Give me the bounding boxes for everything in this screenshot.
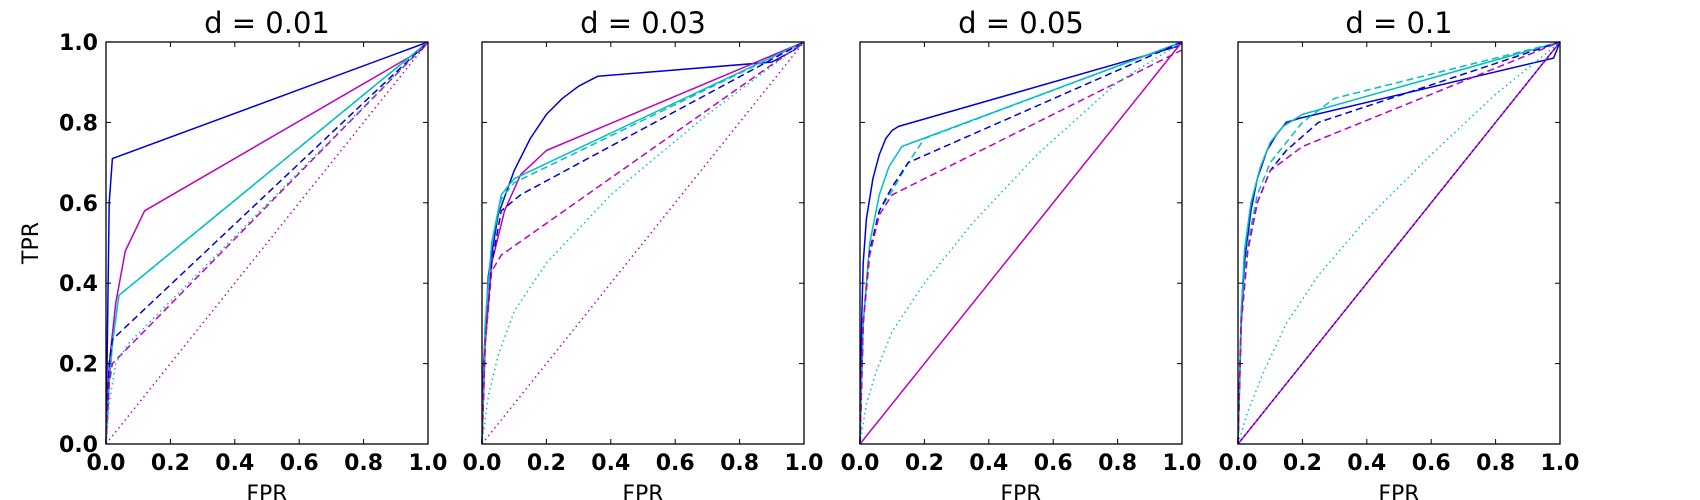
series-line-6-dashed (105, 41, 429, 445)
x-tick-label: 0.8 (1476, 451, 1515, 476)
subplot-3: d = 0.05 0.0 0.2 0.4 0.6 0.8 1.0 FPR (841, 6, 1202, 500)
series-line-8-dotted (1237, 41, 1561, 445)
y-tick-label: 0.4 (59, 272, 98, 297)
series-line-6-dashed (859, 49, 1183, 445)
series-line-4-dashed (481, 41, 805, 445)
series-line-3-solid (1237, 41, 1561, 445)
y-tick-label: 0.0 (59, 433, 98, 458)
axes-frame (481, 41, 805, 445)
x-tick-label: 1.0 (785, 451, 824, 476)
x-tick-label: 0.4 (591, 451, 630, 476)
x-tick-label: 0.8 (720, 451, 759, 476)
x-tick-label: 0.6 (1034, 451, 1073, 476)
x-axis-label: FPR (622, 482, 663, 500)
y-tick-label: 0.6 (59, 192, 98, 217)
series-line-2-solid (1237, 41, 1561, 445)
series-line-6-dashed (1237, 41, 1561, 445)
x-tick-label: 0.6 (656, 451, 695, 476)
x-tick-label: 0.2 (527, 451, 566, 476)
series-line-5-dashed (481, 41, 805, 445)
series-line-6-dashed (481, 41, 805, 445)
series-line-4-dashed (105, 41, 429, 445)
series-line-7-dotted (859, 41, 1183, 445)
x-tick-label: 1.0 (1163, 451, 1202, 476)
y-tick-label: 0.2 (59, 353, 98, 378)
subplot-title: d = 0.1 (1345, 6, 1452, 40)
x-tick-label: 0.2 (151, 451, 190, 476)
x-tick-label: 0.2 (905, 451, 944, 476)
series-line-2-solid (859, 41, 1183, 445)
subplot-title: d = 0.01 (204, 6, 330, 40)
y-tick-label: 0.8 (59, 111, 98, 136)
x-tick-label: 0.6 (280, 451, 319, 476)
series-line-8-dotted (481, 41, 805, 445)
subplot-title: d = 0.05 (958, 6, 1084, 40)
series-line-1-solid (481, 41, 805, 445)
axes-frame (859, 41, 1183, 445)
x-tick-label: 0.2 (1283, 451, 1322, 476)
subplot-2: d = 0.03 0.0 0.2 0.4 0.6 0.8 1.0 FPR (463, 6, 824, 500)
x-axis-label: FPR (1000, 482, 1041, 500)
series-line-3-solid (481, 41, 805, 445)
x-axis-label: FPR (1378, 482, 1419, 500)
x-tick-label: 0.4 (969, 451, 1008, 476)
x-axis-label: FPR (246, 482, 287, 500)
x-tick-label: 0.4 (215, 451, 254, 476)
x-tick-label: 0.0 (1219, 451, 1258, 476)
y-axis-label: TPR (19, 222, 44, 265)
series-line-7-dotted (481, 41, 805, 445)
series-line-3-solid (859, 41, 1183, 445)
axes-frame (1237, 41, 1561, 445)
series-line-1-solid (105, 41, 429, 445)
x-tick-label: 0.8 (344, 451, 383, 476)
subplot-4: d = 0.1 0.0 0.2 0.4 0.6 0.8 1.0 FPR (1219, 6, 1580, 500)
y-tick-label: 1.0 (59, 31, 98, 56)
x-tick-label: 1.0 (409, 451, 448, 476)
x-tick-label: 1.0 (1541, 451, 1580, 476)
subplot-title: d = 0.03 (580, 6, 706, 40)
x-tick-label: 0.0 (87, 451, 126, 476)
subplot-1: d = 0.01 0.0 0.2 0.4 0.6 0.8 1.0 0.0 0.2 0.4 0.6 0.… (19, 6, 447, 500)
series-line-2-solid (481, 41, 805, 445)
series-line-5-dashed (859, 41, 1183, 445)
x-tick-label: 0.6 (1412, 451, 1451, 476)
series-line-3-solid (105, 41, 429, 445)
series-line-2-solid (105, 41, 429, 445)
axes-frame (105, 41, 429, 445)
series-line-4-dashed (1237, 41, 1561, 445)
series-line-8-dotted (105, 41, 429, 445)
x-tick-label: 0.4 (1347, 451, 1386, 476)
x-tick-label: 0.0 (463, 451, 502, 476)
x-tick-label: 0.8 (1098, 451, 1137, 476)
x-tick-label: 0.0 (841, 451, 880, 476)
series-line-5-dashed (105, 41, 429, 445)
series-line-7-dotted (105, 41, 429, 445)
